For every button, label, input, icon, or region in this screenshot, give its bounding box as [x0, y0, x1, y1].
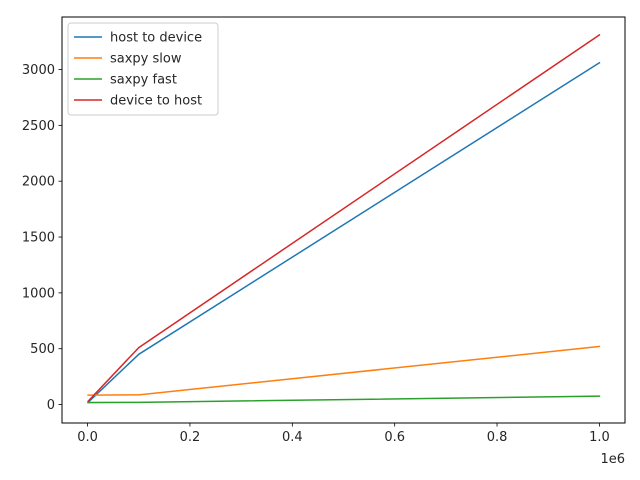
x-tick-label: 0.0	[77, 430, 98, 445]
y-tick-label: 1500	[22, 231, 55, 246]
x-tick-label: 0.4	[282, 430, 303, 445]
x-offset-label: 1e6	[600, 452, 625, 467]
legend-box	[67, 22, 219, 116]
series-line-device-to-host	[87, 33, 601, 403]
legend: host to device saxpy slow saxpy fast device…	[67, 22, 219, 116]
series-line-saxpy-fast	[87, 395, 601, 404]
x-tick-label: 0.8	[487, 430, 508, 445]
y-tick-label: 0	[47, 398, 55, 413]
plot-lines	[87, 33, 601, 404]
x-tick-label: 0.6	[384, 430, 405, 445]
y-tick-label: 2000	[22, 175, 55, 190]
x-axis: 0.0 0.2 0.4 0.6 0.8 1.0	[77, 423, 610, 445]
legend-label: device to host	[110, 94, 202, 109]
legend-label: saxpy slow	[110, 52, 182, 67]
series-line-saxpy-slow	[87, 345, 601, 396]
y-tick-label: 1000	[22, 286, 55, 301]
y-tick-label: 500	[30, 342, 55, 357]
y-tick-label: 2500	[22, 119, 55, 134]
series-line-host-to-device	[87, 61, 601, 404]
x-tick-label: 0.2	[180, 430, 201, 445]
y-tick-label: 3000	[22, 63, 55, 78]
y-axis: 0 500 1000 1500 2000 2500 3000	[22, 63, 62, 413]
legend-label: host to device	[110, 31, 202, 46]
legend-label: saxpy fast	[110, 73, 177, 88]
x-tick-label: 1.0	[589, 430, 610, 445]
axes-frame	[61, 16, 626, 424]
